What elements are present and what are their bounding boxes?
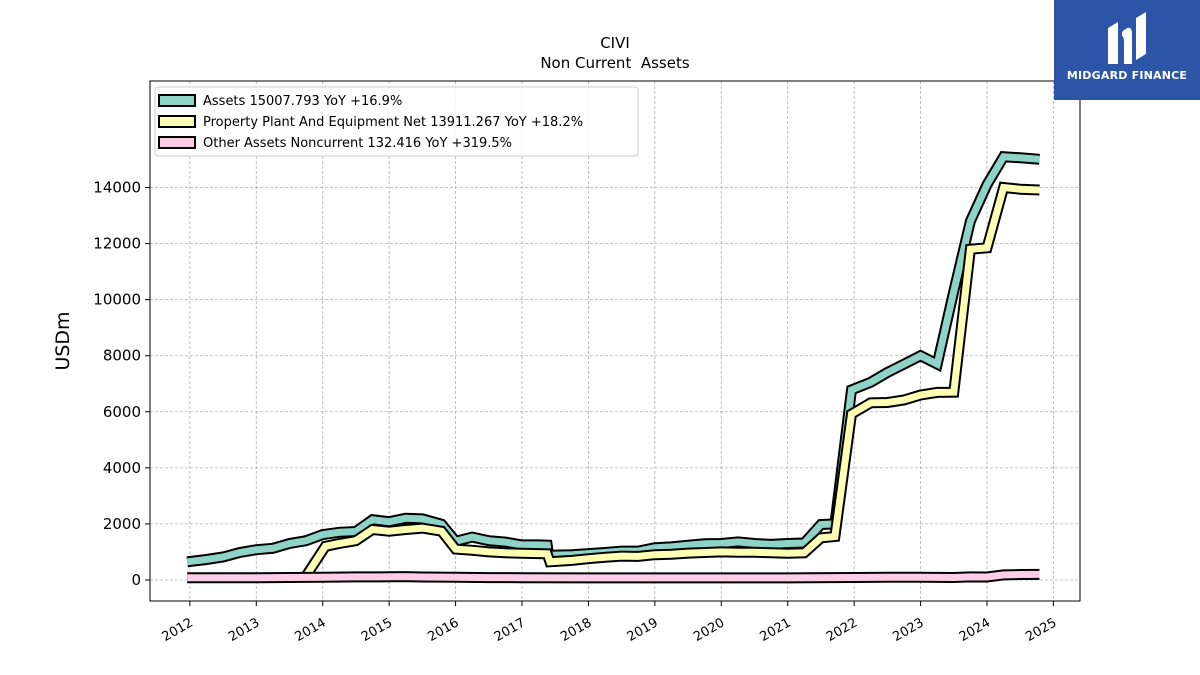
plot-frame: [149, 80, 1081, 602]
x-tick-label: 2017: [492, 615, 528, 645]
series-0-line: [186, 153, 1040, 566]
x-tick-label: 2019: [625, 615, 661, 645]
y-tick-label: 8000: [103, 347, 141, 365]
y-axis-label: USDm: [52, 311, 74, 370]
y-tick-label: 6000: [103, 403, 141, 421]
y-tick-label: 4000: [103, 459, 141, 477]
series-1-line: [300, 183, 1040, 582]
legend-swatch: [158, 115, 196, 128]
legend-label: Other Assets Noncurrent 132.416 YoY +319…: [203, 136, 512, 151]
x-tick-label: 2014: [293, 615, 329, 645]
y-tick-label: 0: [131, 571, 141, 589]
y-tick-label: 10000: [93, 291, 141, 309]
logo-text: MIDGARD FINANCE: [1066, 69, 1188, 82]
x-tick-label: 2025: [1023, 615, 1059, 645]
legend-box: [154, 86, 639, 157]
x-tick-label: 2012: [160, 615, 196, 645]
x-tick-label: 2015: [359, 615, 395, 645]
legend-swatch: [158, 136, 196, 149]
legend-label: Assets 15007.793 YoY +16.9%: [203, 94, 402, 109]
y-tick-label: 12000: [93, 235, 141, 253]
logo-mark-icon: [1108, 12, 1146, 64]
x-tick-label: 2022: [824, 615, 860, 645]
x-tick-label: 2020: [691, 615, 727, 645]
brand-logo: MIDGARD FINANCE: [1054, 0, 1200, 100]
legend-swatch: [158, 94, 196, 107]
x-tick-label: 2024: [957, 615, 993, 645]
y-axis: 0 2000 4000 6000 8000 10000 12000 14000: [93, 179, 150, 589]
chart-subtitle: Non Current Assets: [540, 54, 690, 72]
x-axis: 2012 2013 2014 2015 2016 2017 2018 2019 2020 2021…: [160, 601, 1059, 645]
x-tick-label: 2013: [226, 615, 262, 645]
x-tick-label: 2018: [558, 615, 594, 645]
legend-label: Property Plant And Equipment Net 13911.2…: [203, 115, 583, 130]
chart-title: CIVI: [600, 34, 630, 52]
x-tick-label: 2023: [890, 615, 926, 645]
x-tick-label: 2021: [758, 615, 794, 645]
x-tick-label: 2016: [425, 615, 461, 645]
y-tick-label: 2000: [103, 515, 141, 533]
series-2-line: [187, 570, 1040, 582]
y-tick-label: 14000: [93, 179, 141, 197]
legend: Assets 15007.793 YoY +16.9% Property Plan…: [154, 86, 639, 157]
series-layer: [186, 150, 1040, 584]
